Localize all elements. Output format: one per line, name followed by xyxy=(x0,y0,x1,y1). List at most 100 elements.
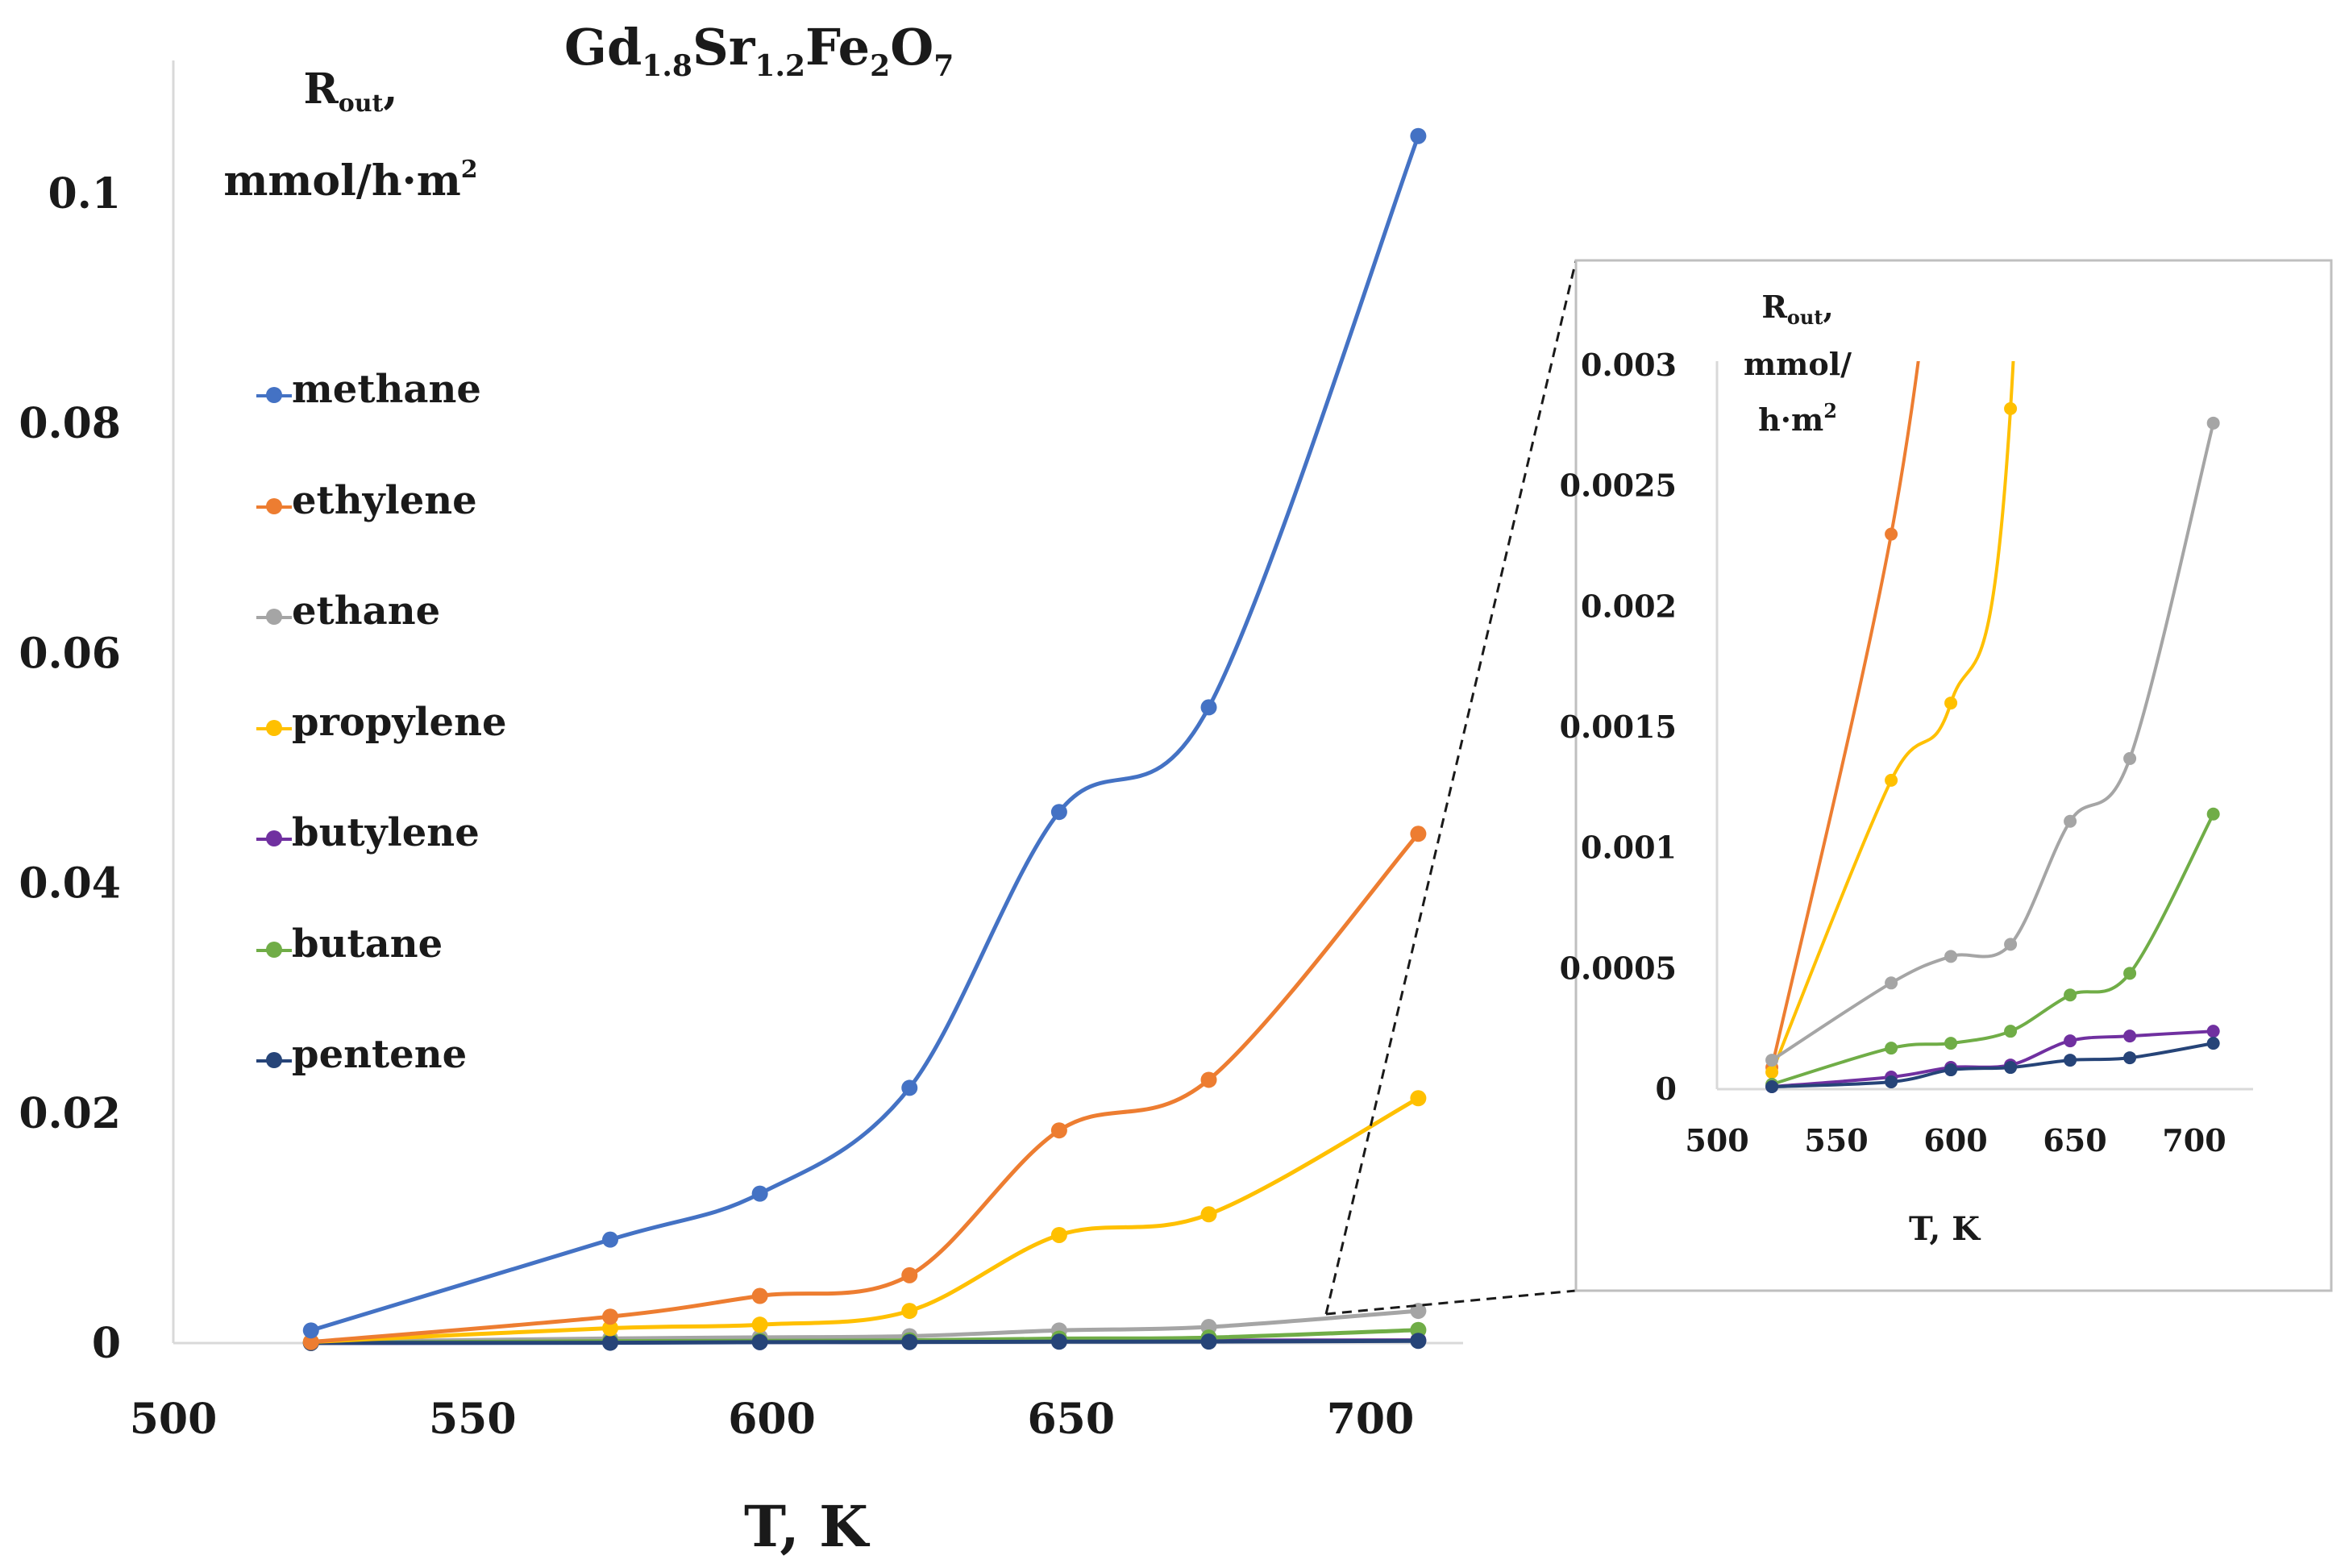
legend-label-ethane: ethane xyxy=(292,589,441,634)
inset-y-tick-label: 0.001 xyxy=(1581,830,1677,866)
main-point-pentene xyxy=(1410,1333,1427,1350)
inset-series-group xyxy=(1765,361,2220,1094)
legend-label-ethylene: ethylene xyxy=(292,477,477,523)
inset-point-pentene xyxy=(1944,1063,1958,1077)
main-plot-series xyxy=(302,127,1427,1351)
main-y-tick-label: 0.06 xyxy=(19,629,121,678)
inset-point-ethane xyxy=(1885,976,1898,990)
main-point-ethylene xyxy=(1200,1071,1217,1088)
zoom-connector-line xyxy=(1325,1289,1577,1316)
inset-x-tick-label: 550 xyxy=(1804,1122,1868,1158)
inset-y-tick-label: 0.0015 xyxy=(1560,709,1677,745)
inset-x-tick-label: 650 xyxy=(2043,1122,2106,1158)
legend-label-butane: butane xyxy=(292,921,443,967)
main-x-tick-label: 700 xyxy=(1327,1395,1415,1444)
main-point-pentene xyxy=(1050,1333,1067,1350)
legend-label-propylene: propylene xyxy=(292,699,507,745)
inset-y-tick-label: 0.0005 xyxy=(1560,950,1677,986)
main-x-tick-label: 550 xyxy=(429,1395,517,1444)
inset-point-pentene xyxy=(2123,1051,2137,1065)
main-point-propylene xyxy=(901,1303,918,1320)
main-x-tick-label: 650 xyxy=(1027,1395,1115,1444)
main-point-methane xyxy=(1050,804,1067,821)
main-x-axis-label: T, K xyxy=(744,1493,870,1560)
main-y-axis-label: Rout, mmol/h·m2 xyxy=(223,64,478,206)
main-point-methane xyxy=(602,1231,619,1248)
legend-label-pentene: pentene xyxy=(292,1032,468,1077)
zoom-connector-line xyxy=(1324,260,1578,1315)
inset-point-propylene xyxy=(1765,1066,1779,1079)
main-point-pentene xyxy=(901,1333,918,1350)
inset-y-tick-label: 0 xyxy=(1656,1071,1677,1107)
inset-point-pentene xyxy=(2206,1037,2220,1050)
inset-point-butylene xyxy=(2123,1029,2137,1043)
main-plot-axes: 0 0.02 0.04 0.06 0.08 0.1 500 550 600 650 700 xyxy=(19,60,1463,1444)
main-point-pentene xyxy=(602,1334,619,1351)
inset-point-butane xyxy=(2123,967,2137,980)
inset-plot-axes: 0 0.0005 0.001 0.0015 0.002 0.0025 0.003 500 550… xyxy=(1560,347,2253,1158)
inset-x-tick-label: 500 xyxy=(1685,1122,1748,1158)
main-point-pentene xyxy=(751,1333,768,1350)
inset-point-butane xyxy=(1885,1042,1898,1055)
inset-y-axis-label: Rout, mmol/ h·m2 xyxy=(1743,289,1852,438)
inset-y-tick-label: 0.003 xyxy=(1581,347,1677,383)
legend-swatch-methane xyxy=(256,380,292,412)
inset-point-propylene xyxy=(1944,697,1958,710)
legend-swatch-pentene xyxy=(256,1045,292,1077)
main-point-propylene xyxy=(1410,1090,1427,1107)
inset-point-propylene xyxy=(2004,401,2018,415)
inset-point-butane xyxy=(2064,988,2077,1002)
inset-point-ethane xyxy=(2206,416,2220,430)
inset-point-pentene xyxy=(1765,1080,1779,1094)
inset-point-butane xyxy=(1944,1037,1958,1050)
inset-point-ethane xyxy=(1944,950,1958,963)
main-point-ethylene xyxy=(1410,826,1427,842)
main-point-propylene xyxy=(602,1320,619,1337)
main-x-tick-label: 500 xyxy=(130,1395,218,1444)
inset-point-pentene xyxy=(2004,1061,2018,1075)
main-point-methane xyxy=(302,1322,319,1339)
main-point-methane xyxy=(1200,699,1217,716)
main-point-ethylene xyxy=(901,1266,918,1283)
main-point-methane xyxy=(1410,127,1427,144)
inset-point-ethane xyxy=(2064,814,2077,828)
inset-point-butane xyxy=(2206,807,2220,821)
inset-x-axis-label: T, K xyxy=(1909,1210,1981,1248)
legend-label-methane: methane xyxy=(292,367,481,412)
main-y-tick-label: 0 xyxy=(92,1319,121,1368)
inset-series-line-butane xyxy=(1771,813,2215,1086)
inset-point-ethane xyxy=(2123,751,2137,765)
main-point-ethylene xyxy=(751,1287,768,1304)
inset-point-pentene xyxy=(1885,1075,1898,1089)
inset-point-butylene xyxy=(2206,1025,2220,1038)
legend-swatch-ethylene xyxy=(256,491,292,523)
inset-point-butane xyxy=(2004,1025,2018,1038)
legend-swatch-ethane xyxy=(256,601,292,634)
legend-swatch-butane xyxy=(256,934,292,967)
main-point-methane xyxy=(901,1079,918,1096)
inset-plot-series xyxy=(1765,361,2220,1094)
main-y-tick-label: 0.02 xyxy=(19,1089,121,1138)
inset-y-tick-label: 0.0025 xyxy=(1560,468,1677,504)
inset-x-tick-label: 600 xyxy=(1923,1122,1987,1158)
inset-point-pentene xyxy=(2064,1054,2077,1067)
legend-label-butylene: butylene xyxy=(292,810,480,855)
chart-title: Gd1.8Sr1.2Fe2O7 xyxy=(564,18,954,83)
main-point-propylene xyxy=(1200,1206,1217,1223)
main-point-ethylene xyxy=(302,1333,319,1350)
main-point-methane xyxy=(751,1185,768,1202)
inset-series-line-propylene xyxy=(1770,361,2015,1073)
zoom-connector xyxy=(1324,260,1578,1316)
main-point-propylene xyxy=(1050,1226,1067,1243)
inset-point-ethane xyxy=(1765,1054,1779,1067)
main-y-tick-label: 0.1 xyxy=(48,169,121,218)
main-series-line-pentene xyxy=(310,1338,1419,1345)
main-point-pentene xyxy=(1200,1333,1217,1350)
main-series-line-ethylene xyxy=(310,832,1420,1345)
inset-point-propylene xyxy=(1885,773,1898,787)
main-x-tick-label: 600 xyxy=(728,1395,816,1444)
legend-swatch-butylene xyxy=(256,823,292,855)
main-y-tick-label: 0.04 xyxy=(19,859,121,909)
